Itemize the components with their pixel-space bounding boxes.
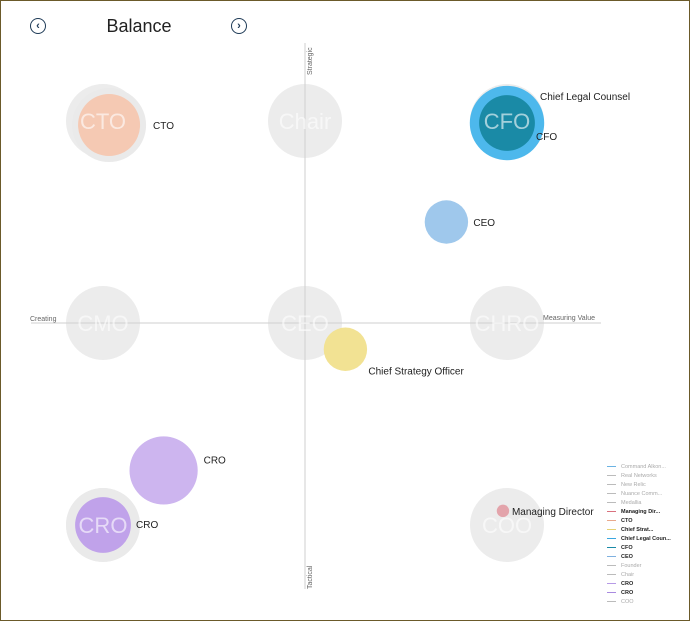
reference-label-ceo: CEO (281, 311, 329, 336)
legend-item-chief-strat[interactable]: Chief Strat... (607, 525, 689, 534)
legend-label: Real Networks (621, 472, 657, 479)
legend-item-chief-legal-coun[interactable]: Chief Legal Coun... (607, 534, 689, 543)
chevron-right-icon[interactable]: › (231, 18, 247, 34)
legend-item-command-alkon[interactable]: Command Alkon... (607, 462, 689, 471)
y-axis-top-label: Strategic (307, 47, 314, 75)
legend-swatch (607, 502, 616, 503)
legend-label: Medallia (621, 499, 642, 506)
legend-swatch (607, 466, 616, 467)
legend-label: CFO (621, 544, 633, 551)
legend-swatch (607, 520, 616, 521)
legend-item-founder[interactable]: Founder (607, 561, 689, 570)
legend-item-cro[interactable]: CRO (607, 588, 689, 597)
reference-label-cro: CRO (79, 513, 128, 538)
reference-label-chair: Chair (279, 109, 332, 134)
x-axis-right-label: Measuring Value (543, 315, 595, 322)
legend-swatch (607, 538, 616, 539)
legend-label: CRO (621, 589, 634, 596)
legend-swatch (607, 511, 616, 512)
legend-item-new-relic[interactable]: New Relic (607, 480, 689, 489)
point-managing-director[interactable] (496, 504, 510, 518)
legend-item-cto[interactable]: CTO (607, 516, 689, 525)
point-cro[interactable] (129, 436, 198, 505)
legend-label: CTO (621, 517, 633, 524)
point-label-cfo: CFO (536, 132, 557, 143)
reference-label-coo: COO (482, 513, 532, 538)
legend-label: Founder (621, 562, 642, 569)
y-axis-bottom-label: Tactical (307, 565, 314, 589)
legend-swatch (607, 556, 616, 557)
legend-swatch (607, 547, 616, 548)
legend-label: CEO (621, 553, 633, 560)
reference-label-cfo: CFO (484, 109, 530, 134)
legend-swatch (607, 574, 616, 575)
point-label-ceo: CEO (473, 218, 495, 229)
legend-item-managing-dir[interactable]: Managing Dir... (607, 507, 689, 516)
legend-swatch (607, 493, 616, 494)
legend-item-medallia[interactable]: Medallia (607, 498, 689, 507)
point-cfo[interactable] (479, 95, 535, 151)
point-label-managing-director: Managing Director (512, 507, 594, 518)
legend: Command Alkon... Real Networks New Relic Nu… (607, 462, 689, 606)
reference-label-chro: CHRO (475, 311, 540, 336)
legend-item-cro[interactable]: CRO (607, 579, 689, 588)
reference-label-cto: CTO (80, 109, 126, 134)
point-label-cto: CTO (153, 121, 174, 132)
point-cto[interactable] (78, 94, 141, 157)
legend-label: Chief Legal Coun... (621, 535, 671, 542)
legend-item-coo[interactable]: COO (607, 597, 689, 606)
reference-circle-coo (470, 488, 544, 562)
legend-swatch (607, 475, 616, 476)
legend-label: CRO (621, 580, 634, 587)
legend-item-chair[interactable]: Chair (607, 570, 689, 579)
legend-label: Command Alkon... (621, 463, 666, 470)
point-label-chief-legal-counsel: Chief Legal Counsel (540, 92, 630, 103)
point-label-cro: CRO (136, 520, 158, 531)
legend-item-nuance-comm[interactable]: Nuance Comm... (607, 489, 689, 498)
legend-label: Nuance Comm... (621, 490, 663, 497)
point-label-cro: CRO (204, 455, 226, 466)
legend-swatch (607, 583, 616, 584)
page-title: Balance (106, 16, 172, 36)
x-axis-left-label: Creating (30, 316, 57, 323)
legend-label: COO (621, 598, 634, 605)
reference-label-cmo: CMO (77, 311, 128, 336)
legend-label: Chair (621, 571, 635, 578)
legend-swatch (607, 592, 616, 593)
legend-item-real-networks[interactable]: Real Networks (607, 471, 689, 480)
legend-swatch (607, 484, 616, 485)
point-ceo[interactable] (424, 200, 469, 244)
point-label-chief-strategy-officer: Chief Strategy Officer (368, 366, 464, 377)
legend-label: New Relic (621, 481, 646, 488)
chevron-left-icon[interactable]: ‹ (30, 18, 46, 34)
legend-item-ceo[interactable]: CEO (607, 552, 689, 561)
legend-item-cfo[interactable]: CFO (607, 543, 689, 552)
point-chief-strategy-officer[interactable] (323, 327, 368, 371)
legend-swatch (607, 601, 616, 602)
legend-swatch (607, 565, 616, 566)
point-cro[interactable] (75, 497, 131, 553)
legend-label: Managing Dir... (621, 508, 661, 515)
legend-label: Chief Strat... (621, 526, 654, 533)
legend-swatch (607, 529, 616, 530)
